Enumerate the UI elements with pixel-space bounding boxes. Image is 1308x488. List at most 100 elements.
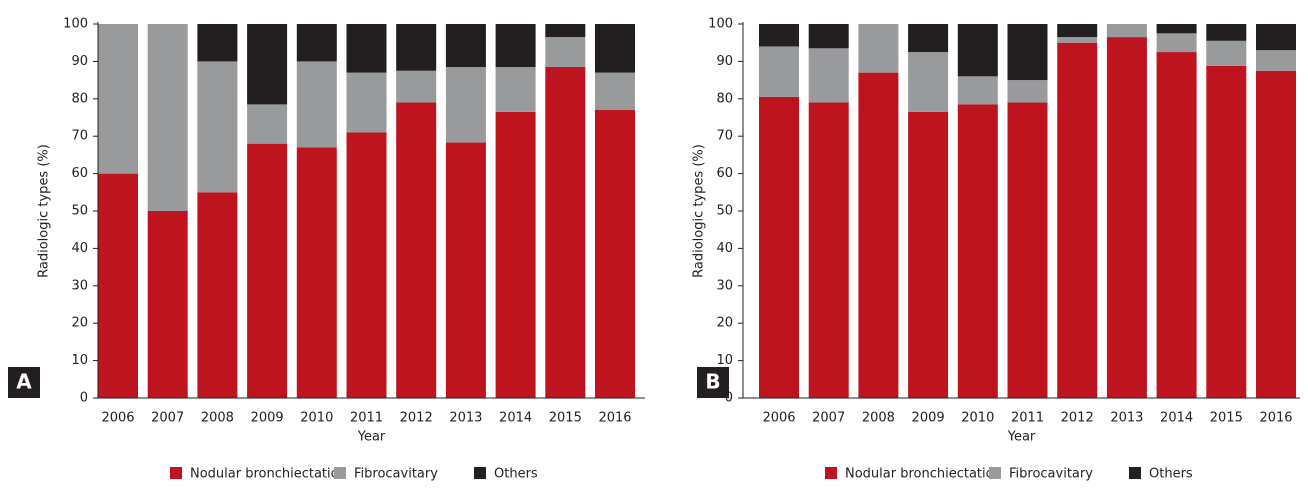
legend-label: Others: [1149, 467, 1193, 482]
bar-segment: [1206, 40, 1247, 66]
bar-segment: [296, 61, 337, 148]
y-tick-label: 40: [71, 241, 88, 256]
y-tick-label: 80: [71, 91, 88, 106]
x-tick-label: 2015: [1210, 411, 1243, 426]
x-tick-label: 2015: [549, 411, 582, 426]
bar-segment: [1156, 33, 1197, 53]
x-tick-label: 2013: [1110, 411, 1143, 426]
bar-segment: [808, 24, 849, 49]
x-tick-label: 2014: [1160, 411, 1193, 426]
bar-segment: [1156, 24, 1197, 34]
y-tick-label: 30: [716, 278, 733, 293]
bar-segment: [147, 211, 188, 398]
legend-swatch: [989, 467, 1001, 479]
bar-segment: [495, 24, 536, 68]
legend-swatch: [825, 467, 837, 479]
bar-segment: [495, 111, 536, 398]
x-tick-label: 2011: [350, 411, 383, 426]
x-tick-label: 2012: [1061, 411, 1094, 426]
y-tick-label: 90: [71, 54, 88, 69]
bar-segment: [1106, 24, 1147, 38]
x-tick-label: 2010: [300, 411, 333, 426]
legend-swatch: [1129, 467, 1141, 479]
x-tick-label: 2016: [598, 411, 631, 426]
bar-segment: [545, 67, 586, 398]
y-tick-label: 30: [71, 278, 88, 293]
bar-segment: [957, 104, 998, 398]
bar-segment: [957, 24, 998, 77]
y-tick-label: 80: [716, 91, 733, 106]
panel-label-box: [8, 367, 40, 398]
bar-segment: [908, 24, 949, 53]
x-tick-label: 2007: [812, 411, 845, 426]
bar-segment: [1156, 52, 1197, 399]
bar-segment: [1206, 24, 1247, 41]
legend-swatch: [170, 467, 182, 479]
bar-segment: [346, 72, 387, 133]
x-tick-label: 2008: [201, 411, 234, 426]
bar-segment: [545, 24, 586, 38]
bar-segment: [858, 24, 899, 73]
y-tick-label: 90: [716, 54, 733, 69]
legend-label: Fibrocavitary: [1009, 467, 1093, 482]
bar-segment: [247, 24, 288, 105]
x-tick-label: 2013: [449, 411, 482, 426]
bar-segment: [1057, 24, 1098, 38]
bar-segment: [957, 76, 998, 105]
x-tick-label: 2010: [961, 411, 994, 426]
bar-segment: [197, 24, 238, 62]
bar-segment: [1057, 37, 1098, 43]
bar-segment: [396, 70, 437, 103]
bar-segment: [1256, 70, 1296, 398]
x-tick-label: 2011: [1011, 411, 1044, 426]
y-tick-label: 60: [716, 166, 733, 181]
bar-segment: [396, 102, 437, 398]
x-tick-label: 2008: [862, 411, 895, 426]
bar-segment: [147, 24, 188, 211]
bar-segment: [1256, 50, 1296, 71]
x-tick-label: 2007: [151, 411, 184, 426]
x-tick-label: 2006: [762, 411, 795, 426]
y-tick-label: 70: [716, 129, 733, 144]
bar-segment: [595, 72, 635, 111]
x-tick-label: 2014: [499, 411, 532, 426]
bar-segment: [346, 132, 387, 398]
bar-segment: [808, 102, 849, 398]
panel-label: B: [705, 370, 720, 394]
legend-label: Fibrocavitary: [354, 467, 438, 482]
panel-label-box: [697, 367, 729, 398]
bar-segment: [445, 142, 486, 398]
legend-label: Nodular bronchiectatic: [845, 467, 993, 482]
y-tick-label: 40: [716, 241, 733, 256]
bar-segment: [197, 192, 238, 398]
bar-segment: [908, 111, 949, 398]
y-tick-label: 70: [71, 129, 88, 144]
bar-segment: [197, 61, 238, 193]
bar-segment: [1007, 102, 1048, 398]
bar-segment: [346, 24, 387, 73]
bar-segment: [247, 143, 288, 398]
bar-segment: [396, 24, 437, 71]
bar-segment: [1007, 24, 1048, 81]
bar-segment: [296, 147, 337, 398]
y-tick-label: 50: [71, 204, 88, 219]
bar-segment: [445, 24, 486, 68]
bar-segment: [759, 96, 799, 399]
bar-segment: [908, 52, 949, 112]
y-tick-label: 60: [71, 166, 88, 181]
legend-label: Nodular bronchiectatic: [190, 467, 338, 482]
x-axis-label: Year: [357, 430, 386, 445]
y-axis-label: Radiologic types (%): [37, 144, 52, 278]
bar-segment: [858, 72, 899, 399]
bar-segment: [296, 24, 337, 62]
legend-swatch: [334, 467, 346, 479]
x-tick-label: 2016: [1259, 411, 1292, 426]
bar-segment: [98, 24, 138, 174]
legend-label: Others: [494, 467, 538, 482]
bar-segment: [1007, 80, 1048, 103]
bar-segment: [1256, 24, 1296, 51]
y-tick-label: 20: [716, 316, 733, 331]
bar-segment: [445, 67, 486, 143]
x-tick-label: 2006: [101, 411, 134, 426]
